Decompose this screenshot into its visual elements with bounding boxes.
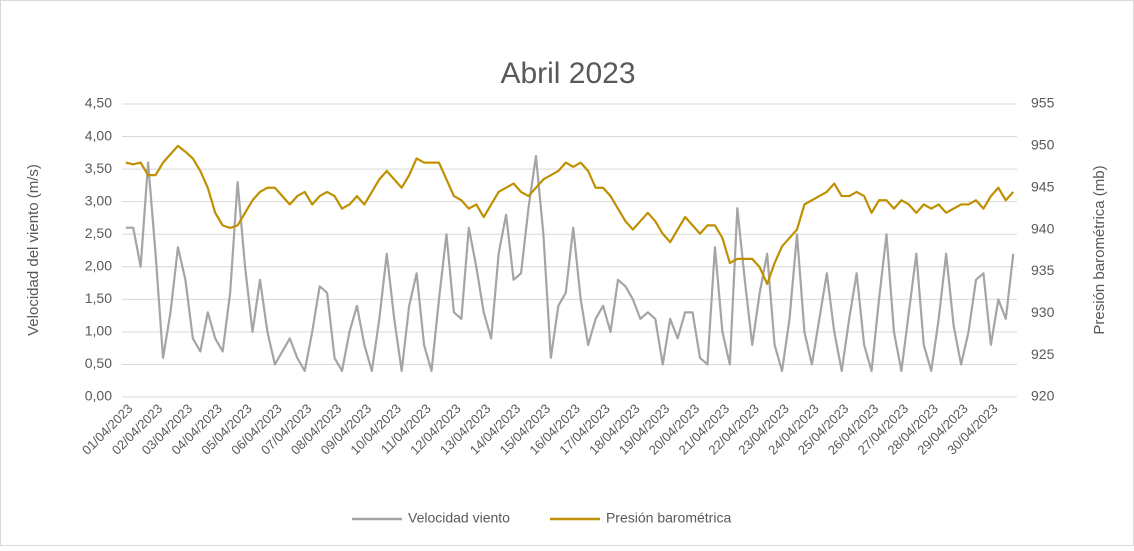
y-tick-label: 1,50 [85, 290, 112, 306]
y2-tick-label: 935 [1031, 262, 1055, 278]
y2-tick-label: 955 [1031, 95, 1055, 111]
y2-tick-label: 940 [1031, 220, 1055, 236]
chart-title: Abril 2023 [500, 57, 635, 90]
y-tick-label: 2,50 [85, 225, 112, 241]
y-tick-label: 4,00 [85, 127, 112, 143]
y-tick-label: 2,00 [85, 257, 112, 273]
legend-label: Presión barométrica [606, 510, 731, 526]
y2-axis-label: Presión barométrica (mb) [1091, 165, 1108, 334]
y2-tick-label: 930 [1031, 304, 1055, 320]
y-tick-label: 4,50 [85, 95, 112, 111]
series-line [125, 144, 1015, 286]
y-tick-label: 0,50 [85, 355, 112, 371]
y2-tick-label: 925 [1031, 346, 1055, 362]
series-line [125, 154, 1015, 373]
y-axis-label: Velocidad del viento (m/s) [25, 164, 42, 336]
y2-tick-label: 945 [1031, 178, 1055, 194]
legend-label: Velocidad viento [408, 510, 510, 526]
y-tick-label: 3,00 [85, 192, 112, 208]
y-tick-label: 3,50 [85, 160, 112, 176]
y-tick-label: 1,00 [85, 323, 112, 339]
y-tick-label: 0,00 [85, 388, 112, 404]
y2-tick-label: 950 [1031, 137, 1055, 153]
y2-tick-label: 920 [1031, 388, 1055, 404]
